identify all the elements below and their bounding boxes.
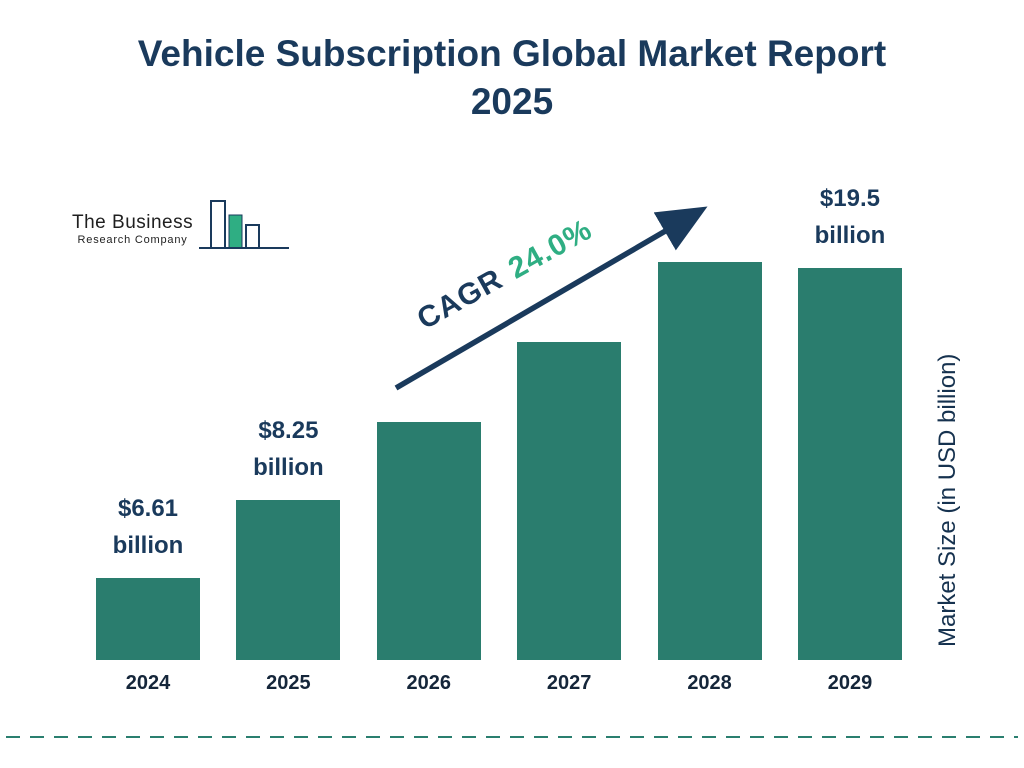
bar-2026	[376, 422, 481, 660]
company-logo: The Business Research Company	[72, 196, 291, 254]
logo-name-line2: Research Company	[77, 234, 188, 246]
bar-column-2027: 2027	[517, 180, 622, 694]
y-axis-label: Market Size (in USD billion)	[934, 353, 961, 647]
x-axis-label-2027: 2027	[546, 672, 592, 694]
company-logo-text: The Business Research Company	[72, 212, 193, 254]
bar-column-2028: 2028	[657, 180, 762, 694]
bar-2028	[657, 262, 762, 660]
x-axis-label-2025: 2025	[266, 672, 311, 694]
logo-name-line1: The Business	[72, 212, 194, 233]
x-axis-label-2028: 2028	[687, 672, 732, 694]
bar-value-label-2025: $8.25 billion	[253, 416, 324, 481]
page-title: Vehicle Subscription Global Market Repor…	[137, 33, 887, 123]
bar-chart: $6.61 billion 2024 $8.25 billion 2025 2026 2027…	[96, 180, 902, 694]
bar-value-label-2024: $6.61 billion	[112, 494, 184, 559]
bar-2029	[797, 268, 902, 660]
bar-2027	[517, 342, 622, 660]
x-axis-label-2029: 2029	[827, 672, 873, 694]
bar-column-2025: $8.25 billion 2025	[236, 180, 341, 694]
bar-column-2024: $6.61 billion 2024	[96, 180, 200, 694]
bar-2025	[236, 500, 341, 660]
x-axis-label-2024: 2024	[125, 672, 171, 694]
bar-2024	[96, 578, 200, 660]
bar-column-2026: 2026	[376, 180, 481, 694]
x-axis-label-2026: 2026	[406, 672, 452, 694]
bar-column-2029: $19.5 billion 2029	[797, 180, 902, 694]
bar-chart-logo-icon	[199, 200, 290, 249]
bar-value-label-2029: $19.5 billion	[814, 185, 886, 250]
bottom-dashed-divider	[6, 736, 1018, 738]
